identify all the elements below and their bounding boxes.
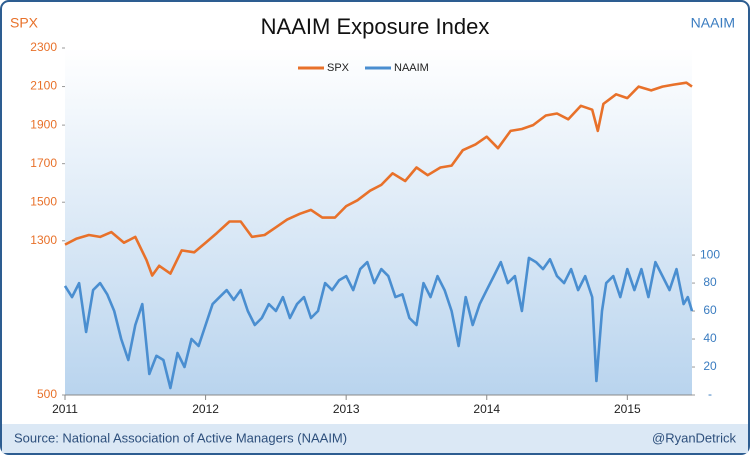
- legend-label: NAAIM: [394, 62, 429, 74]
- y2-axis-label: NAAIM: [691, 15, 735, 31]
- x-tick-label: 2015: [614, 402, 641, 416]
- y2-tick-label: 100: [700, 247, 720, 261]
- x-tick-label: 2014: [473, 402, 500, 416]
- legend-label: SPX: [327, 62, 350, 74]
- credit: @RyanDetrick: [652, 430, 736, 445]
- y-tick-label: 1300: [30, 233, 57, 247]
- plot-area: [65, 48, 692, 395]
- y2-tick-label: -: [708, 387, 712, 401]
- line-series: [63, 256, 694, 390]
- y-tick-label: 1900: [30, 117, 57, 131]
- source: Source: National Association of Active M…: [14, 430, 347, 445]
- x-tick-label: 2013: [333, 402, 360, 416]
- y2-tick-label: 20: [703, 359, 717, 373]
- y2-tick-label: 80: [703, 275, 717, 289]
- x-tick-label: 2012: [192, 402, 219, 416]
- chart-title: NAAIM Exposure Index: [261, 14, 490, 39]
- y-axis-label: SPX: [10, 15, 39, 31]
- y-tick-label: 500: [37, 387, 57, 401]
- y-tick-label: 2300: [30, 40, 57, 54]
- y-tick-label: 1700: [30, 156, 57, 170]
- y2-tick-label: 40: [703, 331, 717, 345]
- x-tick-label: 2011: [52, 402, 78, 416]
- line-series: [64, 81, 693, 277]
- footer: [2, 424, 748, 453]
- y-tick-label: 2100: [30, 79, 57, 93]
- y2-tick-label: 60: [703, 303, 717, 317]
- y-tick-label: 1500: [30, 194, 57, 208]
